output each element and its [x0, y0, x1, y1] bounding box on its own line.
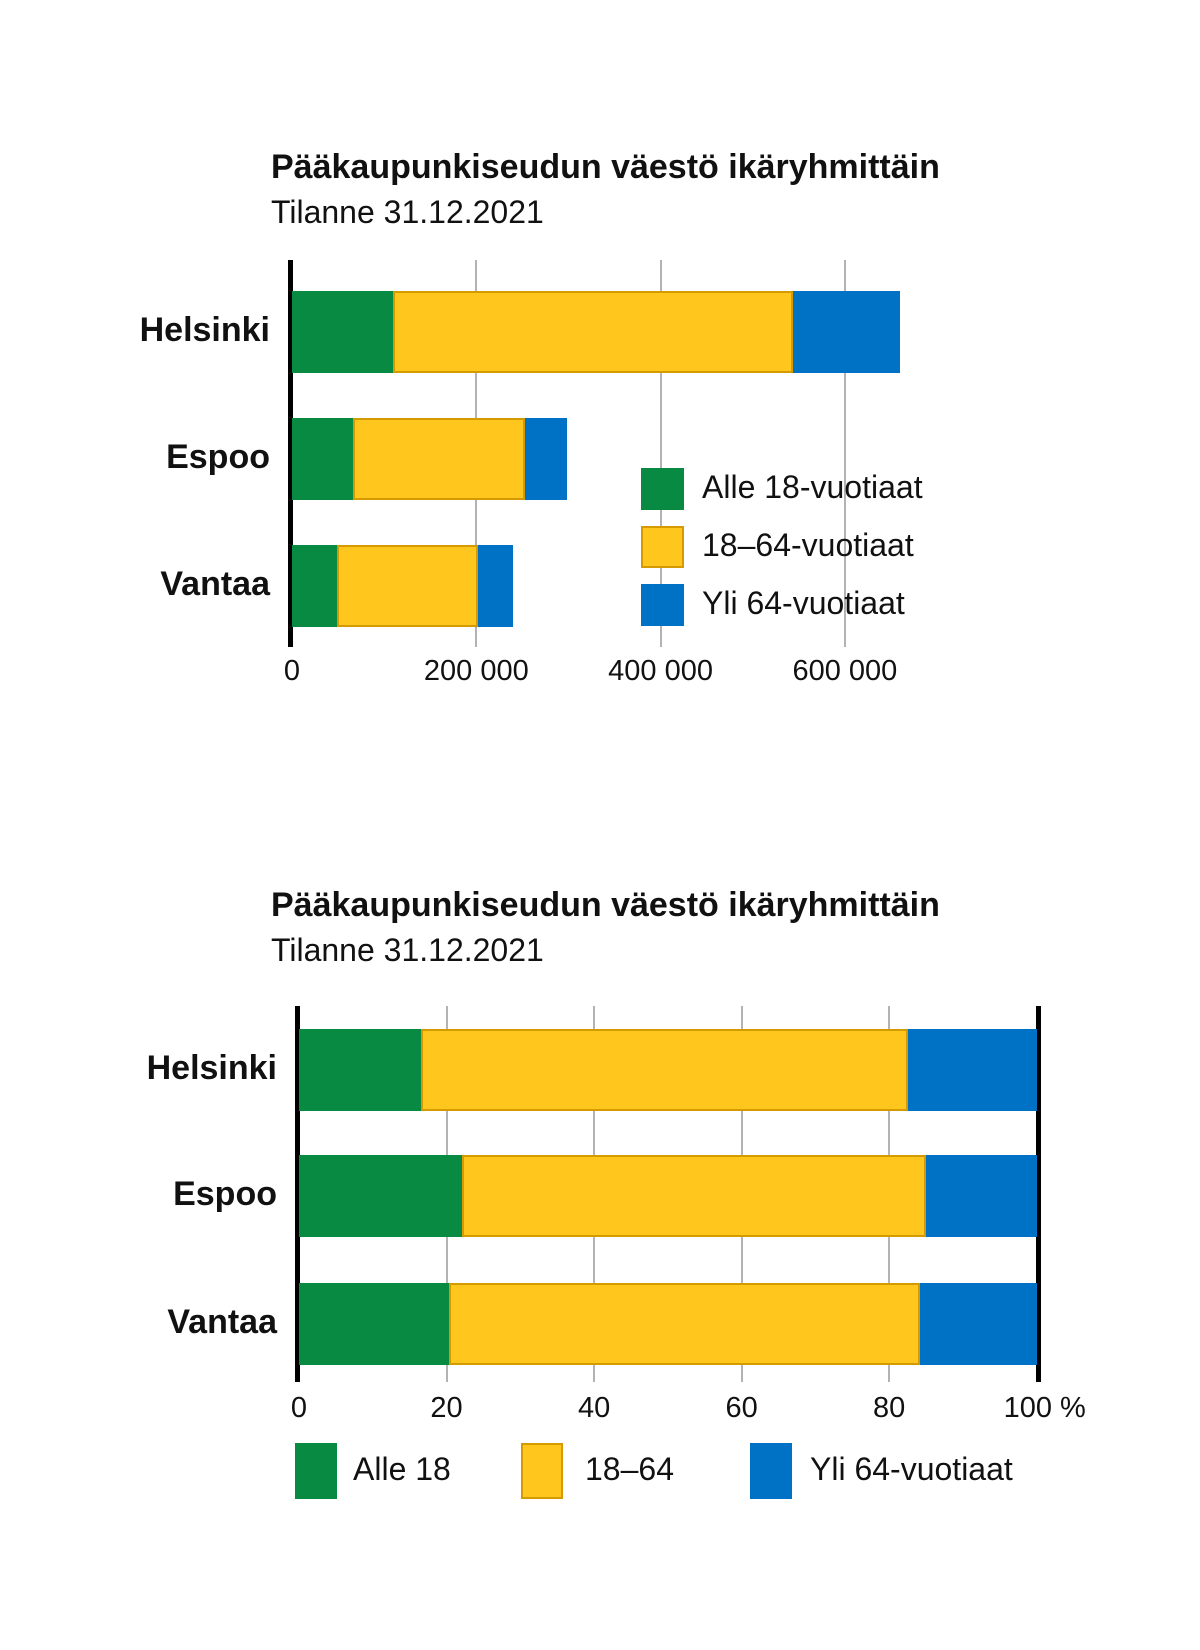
y-axis-line [295, 1006, 300, 1382]
bar-segment-vantaa-18-64-vuotiaat [337, 545, 479, 627]
chart-subtitle: Tilanne 31.12.2021 [271, 932, 544, 968]
bar-segment-espoo-alle-18-vuotiaat [292, 418, 353, 500]
bar-segment-espoo-18-64-vuotiaat [352, 418, 526, 500]
row-label-espoo: Espoo [166, 438, 270, 476]
chart-title: Pääkaupunkiseudun väestö ikäryhmittäin [271, 148, 940, 186]
x-tick-label-40: 40 [577, 1392, 611, 1424]
bar-segment-helsinki-alle-18 [299, 1029, 422, 1111]
bar-segment-vantaa-alle-18 [299, 1283, 450, 1365]
bar-segment-vantaa-alle-18-vuotiaat [292, 545, 338, 627]
legend-label-yli-64-vuotiaat: Yli 64-vuotiaat [702, 585, 905, 621]
legend-swatch-blue [641, 584, 684, 626]
row-label-espoo: Espoo [173, 1175, 277, 1213]
chart-subtitle: Tilanne 31.12.2021 [271, 194, 544, 230]
legend-label-alle-18: Alle 18 [353, 1451, 451, 1487]
bar-segment-vantaa-18-64 [449, 1283, 921, 1365]
gridline [843, 260, 846, 647]
legend-swatch-green [641, 468, 684, 510]
row-label-helsinki: Helsinki [139, 311, 270, 349]
bar-segment-vantaa-yli-64-vuotiaat [920, 1283, 1037, 1365]
bar-segment-helsinki-yli-64-vuotiaat [793, 291, 901, 373]
legend-swatch-yellow [641, 526, 684, 568]
row-label-vantaa: Vantaa [167, 1303, 277, 1341]
row-label-vantaa: Vantaa [160, 565, 270, 603]
x-tick-label-60: 60 [725, 1392, 758, 1424]
x-tick-label-20: 20 [430, 1392, 463, 1424]
legend-label-18-64: 18–64 [585, 1451, 674, 1487]
legend-label-alle-18-vuotiaat: Alle 18-vuotiaat [702, 469, 923, 505]
legend-swatch-blue [750, 1443, 792, 1499]
bar-segment-vantaa-yli-64-vuotiaat [478, 545, 514, 627]
legend-swatch-green [295, 1443, 337, 1499]
bar-segment-espoo-18-64 [462, 1155, 927, 1237]
x-tick-label-80: 80 [873, 1392, 906, 1424]
x-tick-label-400-000: 400 000 [608, 655, 714, 687]
bar-segment-espoo-alle-18 [299, 1155, 463, 1237]
chart-title: Pääkaupunkiseudun väestö ikäryhmittäin [271, 886, 940, 924]
x-tick-label-0: 0 [290, 1392, 308, 1424]
x-tick-label-600-000: 600 000 [792, 655, 898, 687]
right-axis-line [1035, 1006, 1041, 1382]
bar-segment-helsinki-yli-64-vuotiaat [907, 1029, 1037, 1111]
bar-segment-espoo-yli-64-vuotiaat [926, 1155, 1037, 1237]
gridline [659, 260, 662, 647]
legend-swatch-yellow [521, 1443, 563, 1499]
x-tick-label-100: 100 % [1003, 1392, 1086, 1424]
x-tick-label-0: 0 [283, 655, 301, 687]
legend-label-18-64-vuotiaat: 18–64-vuotiaat [702, 527, 914, 563]
bar-segment-espoo-yli-64-vuotiaat [525, 418, 567, 500]
y-axis-line [288, 260, 293, 647]
x-tick-label-200-000: 200 000 [423, 655, 529, 687]
bar-segment-helsinki-18-64-vuotiaat [393, 291, 794, 373]
row-label-helsinki: Helsinki [146, 1049, 277, 1087]
bar-segment-helsinki-18-64 [421, 1029, 908, 1111]
legend-label-yli-64-vuotiaat: Yli 64-vuotiaat [810, 1451, 1013, 1487]
bar-segment-helsinki-alle-18-vuotiaat [292, 291, 394, 373]
